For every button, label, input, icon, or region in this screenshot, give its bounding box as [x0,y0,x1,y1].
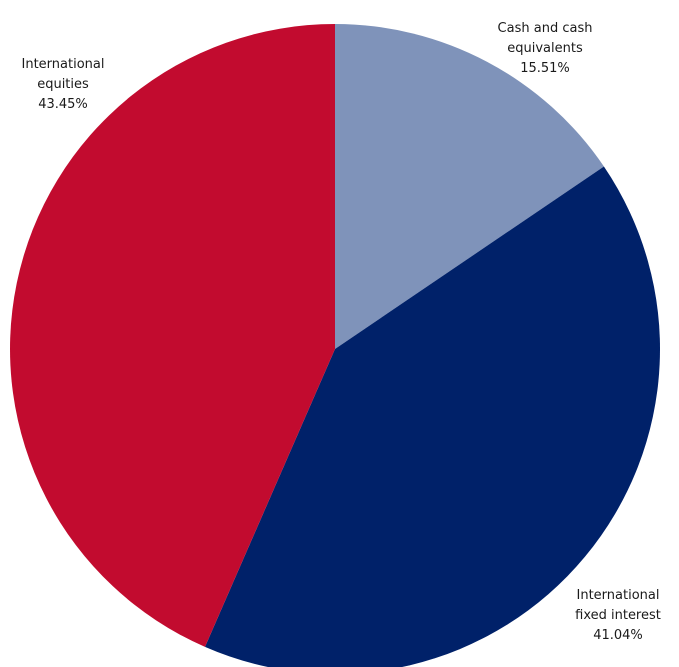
slice-name-label: International [22,57,105,72]
pie-labels: Cash and cash equivalents 15.51% Internatio… [22,21,661,643]
slice-value-label: 41.04% [593,628,643,643]
slice-name-label: International [577,588,660,603]
slice-name-label: equivalents [507,41,583,56]
pie-slice-label-3: International equities 43.45% [22,57,105,112]
pie-slice-2 [204,166,661,667]
slice-value-label: 43.45% [38,97,88,112]
pie-slice-3 [10,24,336,647]
pie-slice-label-1: Cash and cash equivalents 15.51% [498,21,593,76]
slice-name-label: Cash and cash [498,21,593,36]
pie-slice-label-2: International fixed interest 41.04% [575,588,661,643]
pie-slice-1 [335,24,604,349]
slice-name-label: fixed interest [575,608,661,623]
slice-value-label: 15.51% [520,61,570,76]
slice-name-label: equities [37,77,89,92]
pie-slices [10,24,661,667]
